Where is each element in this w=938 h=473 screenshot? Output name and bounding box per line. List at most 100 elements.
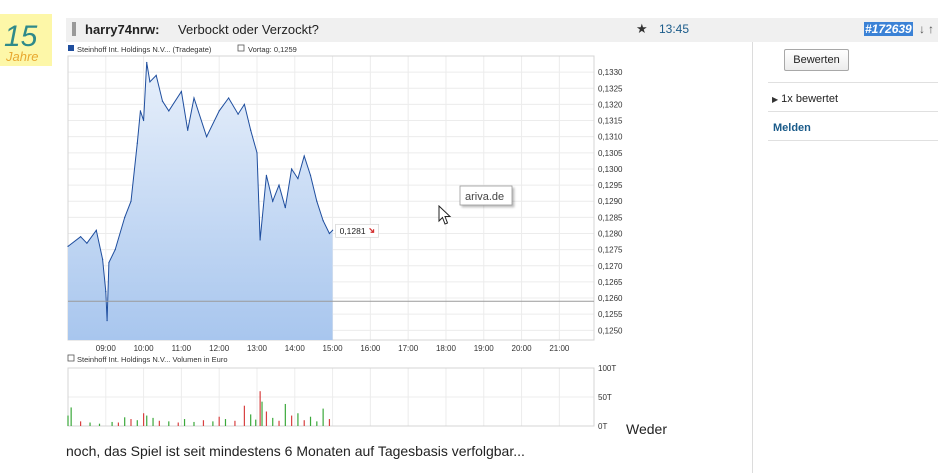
post-time: 13:45 [659,22,690,36]
price-point [67,245,69,248]
price-point [309,174,312,177]
star-icon[interactable]: ★ [636,21,648,36]
x-tick-label: 10:00 [134,344,155,353]
price-point [79,236,82,238]
price-point [278,184,280,186]
x-tick-label: 13:00 [247,344,268,353]
price-point [139,110,142,112]
price-point [193,97,195,99]
price-point [205,136,208,138]
y-tick-label: 0,1315 [598,117,623,126]
stock-chart-svg: Steinhoff Int. Holdings N.V... (Tradegat… [67,44,623,431]
post-header: harry74nrw: Verbockt oder Verzockt? ★ 13… [66,18,938,42]
price-point [180,90,182,93]
y-tick-label: 0,1290 [598,197,623,206]
price-point [114,249,116,251]
price-point [303,155,305,157]
post-title: Verbockt oder Verzockt? [178,22,319,37]
x-tick-label: 17:00 [398,344,419,353]
price-point [291,168,293,170]
price-point [161,100,164,102]
post-author[interactable]: harry74nrw: [85,22,160,37]
price-point [95,229,97,231]
y-tick-label: 0,1255 [598,310,623,319]
legend-swatch-volume [67,354,75,362]
y-tick-label: 0,1310 [598,133,623,142]
rating-panel: Bewerten ▶ 1x bewertet Melden [752,42,938,473]
last-value-label: 0,1281 [335,223,379,238]
y-tick-label: 0,1275 [598,246,623,255]
volume-y-tick-label: 100T [598,364,616,373]
y-tick-label: 0,1260 [598,294,623,303]
report-link[interactable]: Melden [773,122,811,134]
arrow-down-right-icon [369,227,375,233]
x-tick-label: 20:00 [512,344,533,353]
avatar-badge-word: Jahre [5,49,39,64]
volume-y-tick-label: 50T [598,393,612,402]
rated-count: 1x bewertet [781,93,839,105]
avatar: 15 Jahre [0,14,52,66]
rate-button[interactable]: Bewerten [784,49,849,71]
y-tick-label: 0,1325 [598,84,623,93]
y-tick-label: 0,1270 [598,262,623,271]
rated-toggle[interactable]: ▶ 1x bewertet [772,93,838,105]
price-point [259,239,261,241]
volume-y-tick-label: 0T [598,422,607,431]
legend-swatch-prev-close [237,44,245,52]
x-tick-label: 09:00 [96,344,117,353]
price-point [136,142,138,144]
price-plot: 0,1281 0,1330 0,1325 0,1320 0,1315 0,1310 0,13… [67,55,623,353]
y-tick-label: 0,1285 [598,213,623,222]
divider [768,82,938,83]
divider [768,111,938,112]
legend-volume: Steinhoff Int. Holdings N.V... Volumen i… [77,355,228,364]
arrow-down-icon[interactable]: ↓ [919,22,928,36]
x-tick-label: 11:00 [172,344,192,353]
y-tick-label: 0,1295 [598,181,623,190]
price-point [297,178,299,180]
price-point [168,110,170,112]
price-point [130,200,132,202]
price-point [155,74,157,76]
stock-chart: Steinhoff Int. Holdings N.V... (Tradegat… [66,42,626,434]
price-point [228,97,230,99]
volume-plot: 100T 50T 0T [67,364,616,431]
price-point [272,200,274,202]
post-marker [72,22,76,36]
post-text: noch, das Spiel ist seit mindestens 6 Mo… [66,443,525,459]
price-point [124,216,126,218]
legend-price: Steinhoff Int. Holdings N.V... (Tradegat… [77,45,212,54]
price-point [149,81,151,83]
price-point [316,200,318,202]
price-point [243,103,245,106]
y-tick-label: 0,1250 [598,326,623,335]
x-tick-label: 21:00 [549,344,570,353]
legend-prev-close: Vortag: 0,1259 [248,45,297,54]
price-point [108,261,110,264]
price-point [102,258,104,260]
y-tick-label: 0,1305 [598,149,623,158]
arrow-up-icon[interactable]: ↑ [928,22,937,36]
price-point [250,129,252,131]
y-tick-label: 0,1265 [598,278,623,287]
price-point [86,242,88,244]
price-point [256,152,258,154]
price-area [68,62,333,340]
price-point [322,219,324,222]
price-point [187,129,189,131]
price-point [105,290,107,293]
post-id-link[interactable]: #172639 [864,22,913,36]
mouse-cursor-icon [438,205,452,225]
price-point [331,229,334,231]
price-point [142,119,145,122]
y-tick-label: 0,1300 [598,165,623,174]
price-point [265,174,268,177]
last-value-text: 0,1281 [340,226,366,236]
watermark: ariva.de [459,185,513,206]
x-tick-label: 14:00 [285,344,306,353]
price-point [106,320,108,322]
price-point [284,207,286,209]
watermark-text: ariva.de [465,191,504,203]
price-point [146,61,148,64]
legend-swatch-price [68,45,74,51]
